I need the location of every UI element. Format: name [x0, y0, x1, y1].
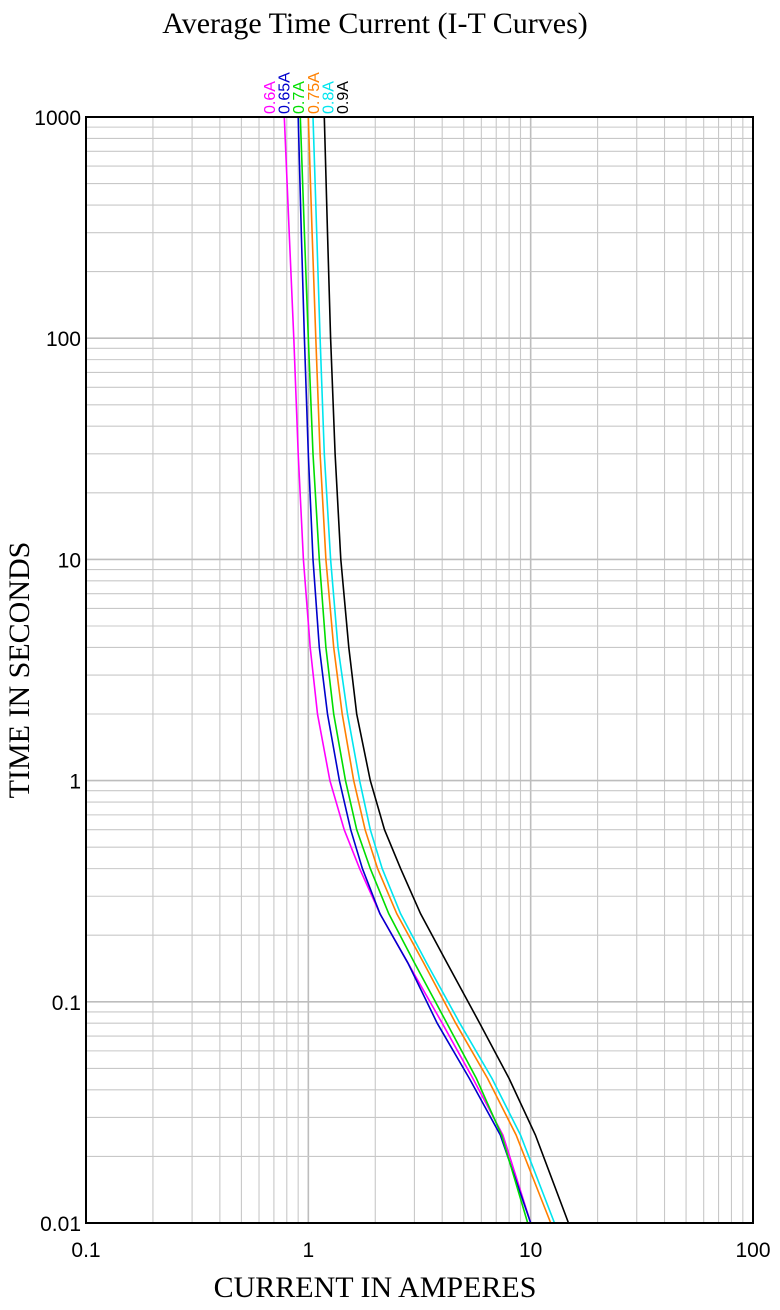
y-tick-label: 100: [46, 328, 81, 351]
series-line-0.65A: [297, 116, 532, 1224]
series-line-0.8A: [312, 116, 556, 1224]
y-tick-label: 1000: [34, 107, 81, 130]
series-line-0.6A: [283, 116, 532, 1224]
series-line-0.9A: [323, 116, 570, 1224]
x-tick-label: 0.1: [71, 1239, 100, 1262]
x-axis-title: CURRENT IN AMPERES: [214, 1271, 537, 1304]
series-label-0.65A: 0.65A: [277, 72, 294, 114]
y-tick-label: 1: [69, 771, 81, 794]
x-tick-labels: 0.1 1 10 100: [71, 1239, 770, 1262]
plot-frame: [85, 116, 754, 1224]
y-tick-labels: 1000 100 10 1 0.1 0.01: [34, 107, 81, 1236]
y-tick-label: 0.1: [52, 992, 81, 1015]
curves: [283, 116, 570, 1224]
y-tick-label: 0.01: [40, 1213, 81, 1236]
x-tick-label: 10: [519, 1239, 542, 1262]
series-label-0.8A: 0.8A: [320, 81, 337, 114]
series-line-0.7A: [299, 116, 529, 1224]
x-tick-label: 100: [735, 1239, 770, 1262]
x-tick-label: 1: [302, 1239, 314, 1262]
series-label-0.6A: 0.6A: [262, 81, 279, 114]
series-line-0.75A: [307, 116, 552, 1224]
series-label-0.9A: 0.9A: [335, 81, 352, 114]
y-tick-label: 10: [58, 549, 81, 572]
y-axis-title: TIME IN SECONDS: [3, 542, 36, 799]
series-label-0.75A: 0.75A: [306, 72, 323, 114]
chart-title: Average Time Current (I-T Curves): [162, 7, 587, 40]
grid: [86, 117, 753, 1223]
series-label-0.7A: 0.7A: [291, 81, 308, 114]
